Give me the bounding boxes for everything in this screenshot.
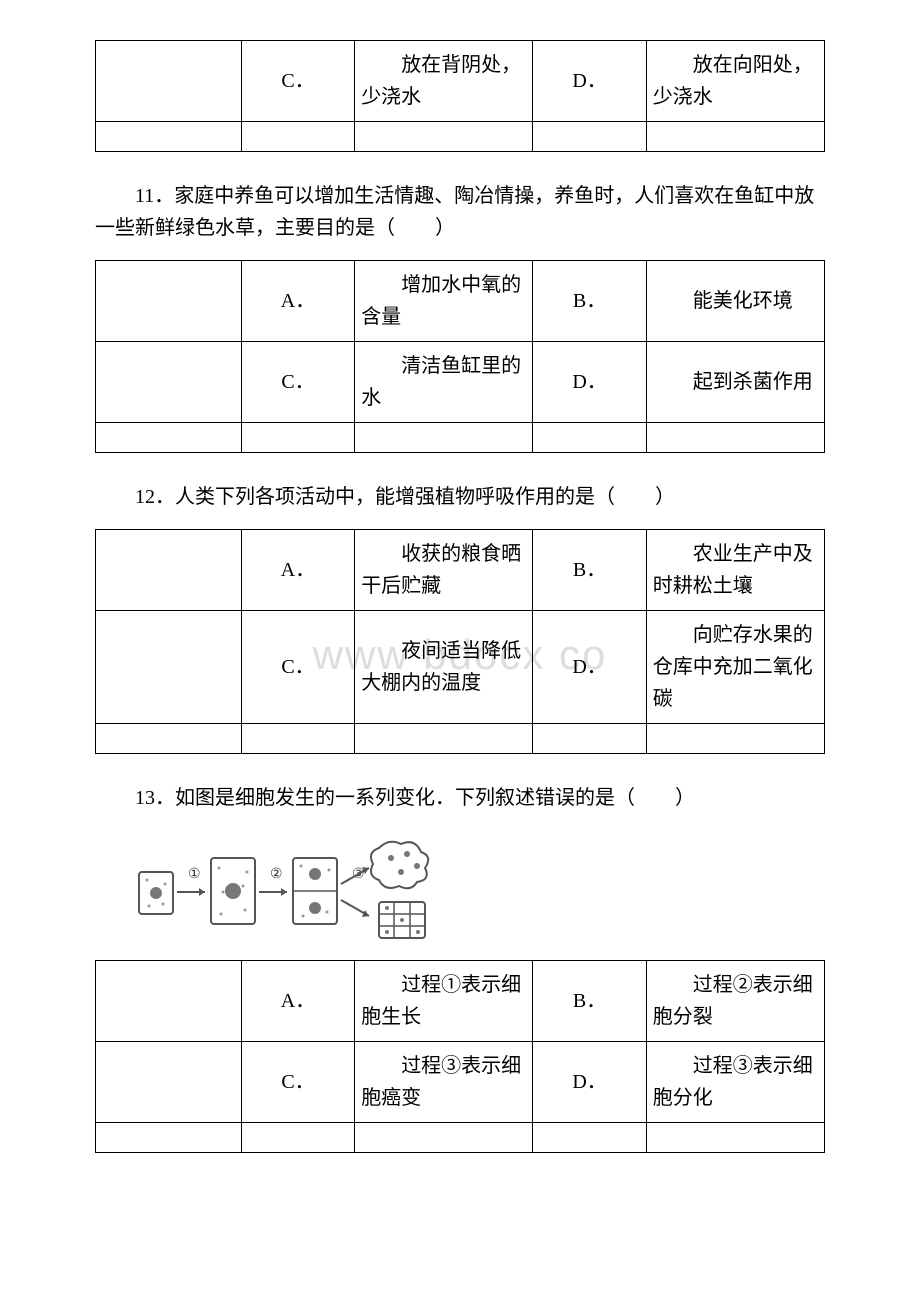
option-label: D． [533,611,646,724]
option-label: D． [533,41,646,122]
arrow-label-1: ① [188,867,201,882]
empty-cell [96,1042,242,1123]
option-text: 农业生产中及时耕松土壤 [646,530,824,611]
empty-cell [355,724,533,754]
empty-cell [96,961,242,1042]
option-label: A． [241,961,354,1042]
option-label: B． [533,261,646,342]
option-label: C． [241,41,354,122]
empty-cell [96,611,242,724]
option-text: 清洁鱼缸里的水 [355,342,533,423]
option-label: C． [241,1042,354,1123]
option-text: 过程③表示细胞分化 [646,1042,824,1123]
q12-stem: 12．人类下列各项活动中，能增强植物呼吸作用的是（ ） [95,481,825,513]
empty-cell [96,342,242,423]
q13-options-table: A． 过程①表示细胞生长 B． 过程②表示细胞分裂 C． 过程③表示细胞癌变 D… [95,960,825,1153]
empty-cell [96,1123,242,1153]
empty-cell [96,530,242,611]
option-text: 过程①表示细胞生长 [355,961,533,1042]
option-text: 起到杀菌作用 [646,342,824,423]
empty-cell [646,423,824,453]
option-text: 过程③表示细胞癌变 [355,1042,533,1123]
empty-cell [96,261,242,342]
empty-cell [533,423,646,453]
q10-options-table: C． 放在背阴处，少浇水 D． 放在向阳处，少浇水 [95,40,825,152]
option-label: C． [241,342,354,423]
option-text: 增加水中氧的含量 [355,261,533,342]
empty-cell [241,724,354,754]
empty-cell [355,122,533,152]
empty-cell [646,122,824,152]
empty-cell [355,423,533,453]
q12-options-table: A． 收获的粮食晒干后贮藏 B． 农业生产中及时耕松土壤 C． 夜间适当降低大棚… [95,529,825,754]
option-text: 放在背阴处，少浇水 [355,41,533,122]
empty-cell [241,122,354,152]
empty-cell [241,1123,354,1153]
option-label: A． [241,261,354,342]
empty-cell [355,1123,533,1153]
empty-cell [96,423,242,453]
empty-cell [241,423,354,453]
q13-diagram: ① ② ③ [131,834,491,944]
option-text: 收获的粮食晒干后贮藏 [355,530,533,611]
empty-cell [96,122,242,152]
option-text: 放在向阳处，少浇水 [646,41,824,122]
option-label: B． [533,961,646,1042]
option-label: A． [241,530,354,611]
empty-cell [96,41,242,122]
empty-cell [646,724,824,754]
empty-cell [533,122,646,152]
q11-options-table: A． 增加水中氧的含量 B． 能美化环境 C． 清洁鱼缸里的水 D． 起到杀菌作… [95,260,825,453]
empty-cell [96,724,242,754]
option-label: B． [533,530,646,611]
option-label: D． [533,1042,646,1123]
empty-cell [646,1123,824,1153]
cell-diagram-svg: ① ② ③ [131,834,491,944]
option-text: 过程②表示细胞分裂 [646,961,824,1042]
option-text: 夜间适当降低大棚内的温度 [355,611,533,724]
option-text: 能美化环境 [646,261,824,342]
empty-cell [533,724,646,754]
option-text: 向贮存水果的仓库中充加二氧化碳 [646,611,824,724]
q13-stem: 13．如图是细胞发生的一系列变化．下列叙述错误的是（ ） [95,782,825,814]
option-label: C． [241,611,354,724]
arrow-label-2: ② [270,867,283,882]
q11-stem: 11．家庭中养鱼可以增加生活情趣、陶冶情操，养鱼时，人们喜欢在鱼缸中放一些新鲜绿… [95,180,825,244]
empty-cell [533,1123,646,1153]
option-label: D． [533,342,646,423]
